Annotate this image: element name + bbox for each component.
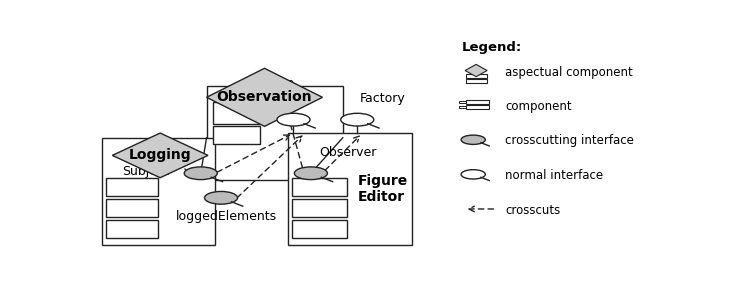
- Ellipse shape: [184, 167, 217, 180]
- Text: crosscutting interface: crosscutting interface: [505, 134, 634, 147]
- Text: Subject: Subject: [122, 164, 169, 177]
- Bar: [102, 137, 215, 245]
- Bar: [213, 126, 260, 144]
- Bar: [459, 101, 466, 103]
- Bar: [466, 105, 489, 109]
- Bar: [106, 199, 159, 217]
- Bar: [288, 133, 412, 245]
- Text: Figure
Elements: Figure Elements: [247, 77, 305, 105]
- Polygon shape: [465, 64, 487, 77]
- Bar: [292, 199, 347, 217]
- Text: Observation: Observation: [217, 90, 313, 104]
- Bar: [466, 79, 486, 83]
- Text: Legend:: Legend:: [462, 41, 522, 55]
- Text: Logging: Logging: [129, 148, 191, 162]
- Bar: [292, 220, 347, 238]
- Bar: [206, 86, 343, 180]
- Ellipse shape: [295, 167, 328, 180]
- Bar: [106, 177, 159, 195]
- Ellipse shape: [461, 135, 485, 144]
- Polygon shape: [206, 68, 322, 126]
- Bar: [106, 220, 159, 238]
- Bar: [466, 100, 489, 104]
- Text: component: component: [505, 100, 571, 113]
- Text: Factory: Factory: [361, 92, 406, 105]
- Ellipse shape: [204, 191, 238, 204]
- Text: loggedElements: loggedElements: [177, 210, 278, 223]
- Text: Figure
Editor: Figure Editor: [358, 174, 408, 204]
- Ellipse shape: [341, 113, 374, 126]
- Bar: [459, 106, 466, 108]
- Text: crosscuts: crosscuts: [505, 204, 560, 217]
- Polygon shape: [112, 133, 208, 178]
- Bar: [292, 177, 347, 195]
- Ellipse shape: [461, 170, 485, 179]
- Text: normal interface: normal interface: [505, 169, 603, 182]
- Text: aspectual component: aspectual component: [505, 66, 633, 79]
- Bar: [213, 102, 260, 124]
- Bar: [466, 74, 486, 78]
- Text: Observer: Observer: [319, 146, 377, 159]
- Ellipse shape: [277, 113, 310, 126]
